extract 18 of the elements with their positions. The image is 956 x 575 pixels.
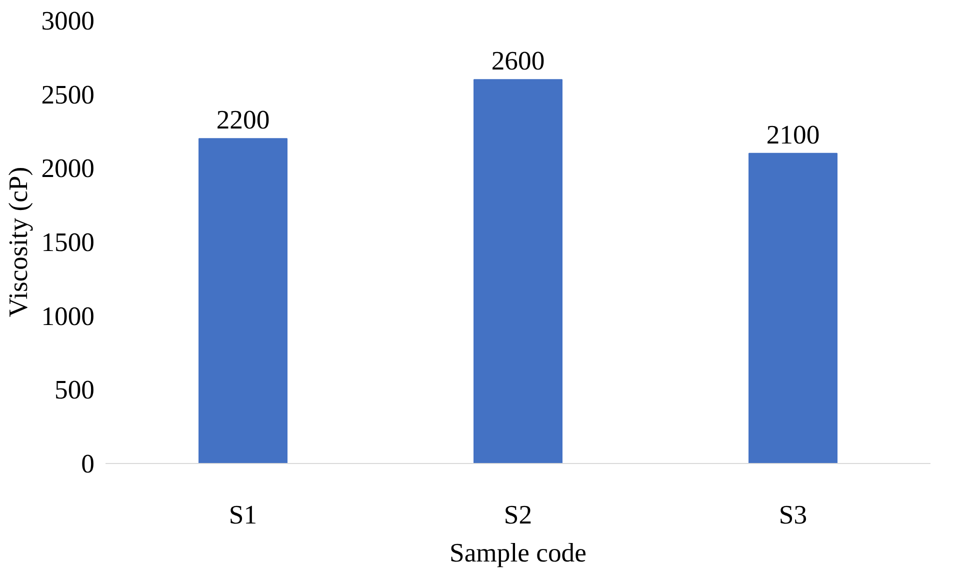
x-tick-label: S1 — [228, 500, 258, 530]
y-tick-label: 1000 — [41, 300, 94, 331]
data-label: 2600 — [491, 46, 545, 76]
y-tick-label: 2000 — [41, 153, 94, 184]
y-tick-label: 500 — [54, 374, 94, 405]
x-axis-title: Sample code — [450, 538, 586, 568]
bar — [474, 79, 562, 464]
x-tick-label: S2 — [504, 500, 532, 530]
y-axis-title: Viscosity (cP) — [3, 166, 34, 318]
y-tick-label: 0 — [81, 448, 94, 478]
data-label: 2100 — [766, 119, 820, 150]
x-tick-label: S3 — [778, 500, 808, 530]
y-tick-label: 1500 — [41, 227, 94, 257]
y-tick-label: 3000 — [41, 6, 94, 36]
bar — [748, 152, 838, 464]
data-label: 2200 — [216, 104, 270, 135]
bar — [198, 138, 288, 464]
y-tick-label: 2500 — [41, 79, 94, 110]
